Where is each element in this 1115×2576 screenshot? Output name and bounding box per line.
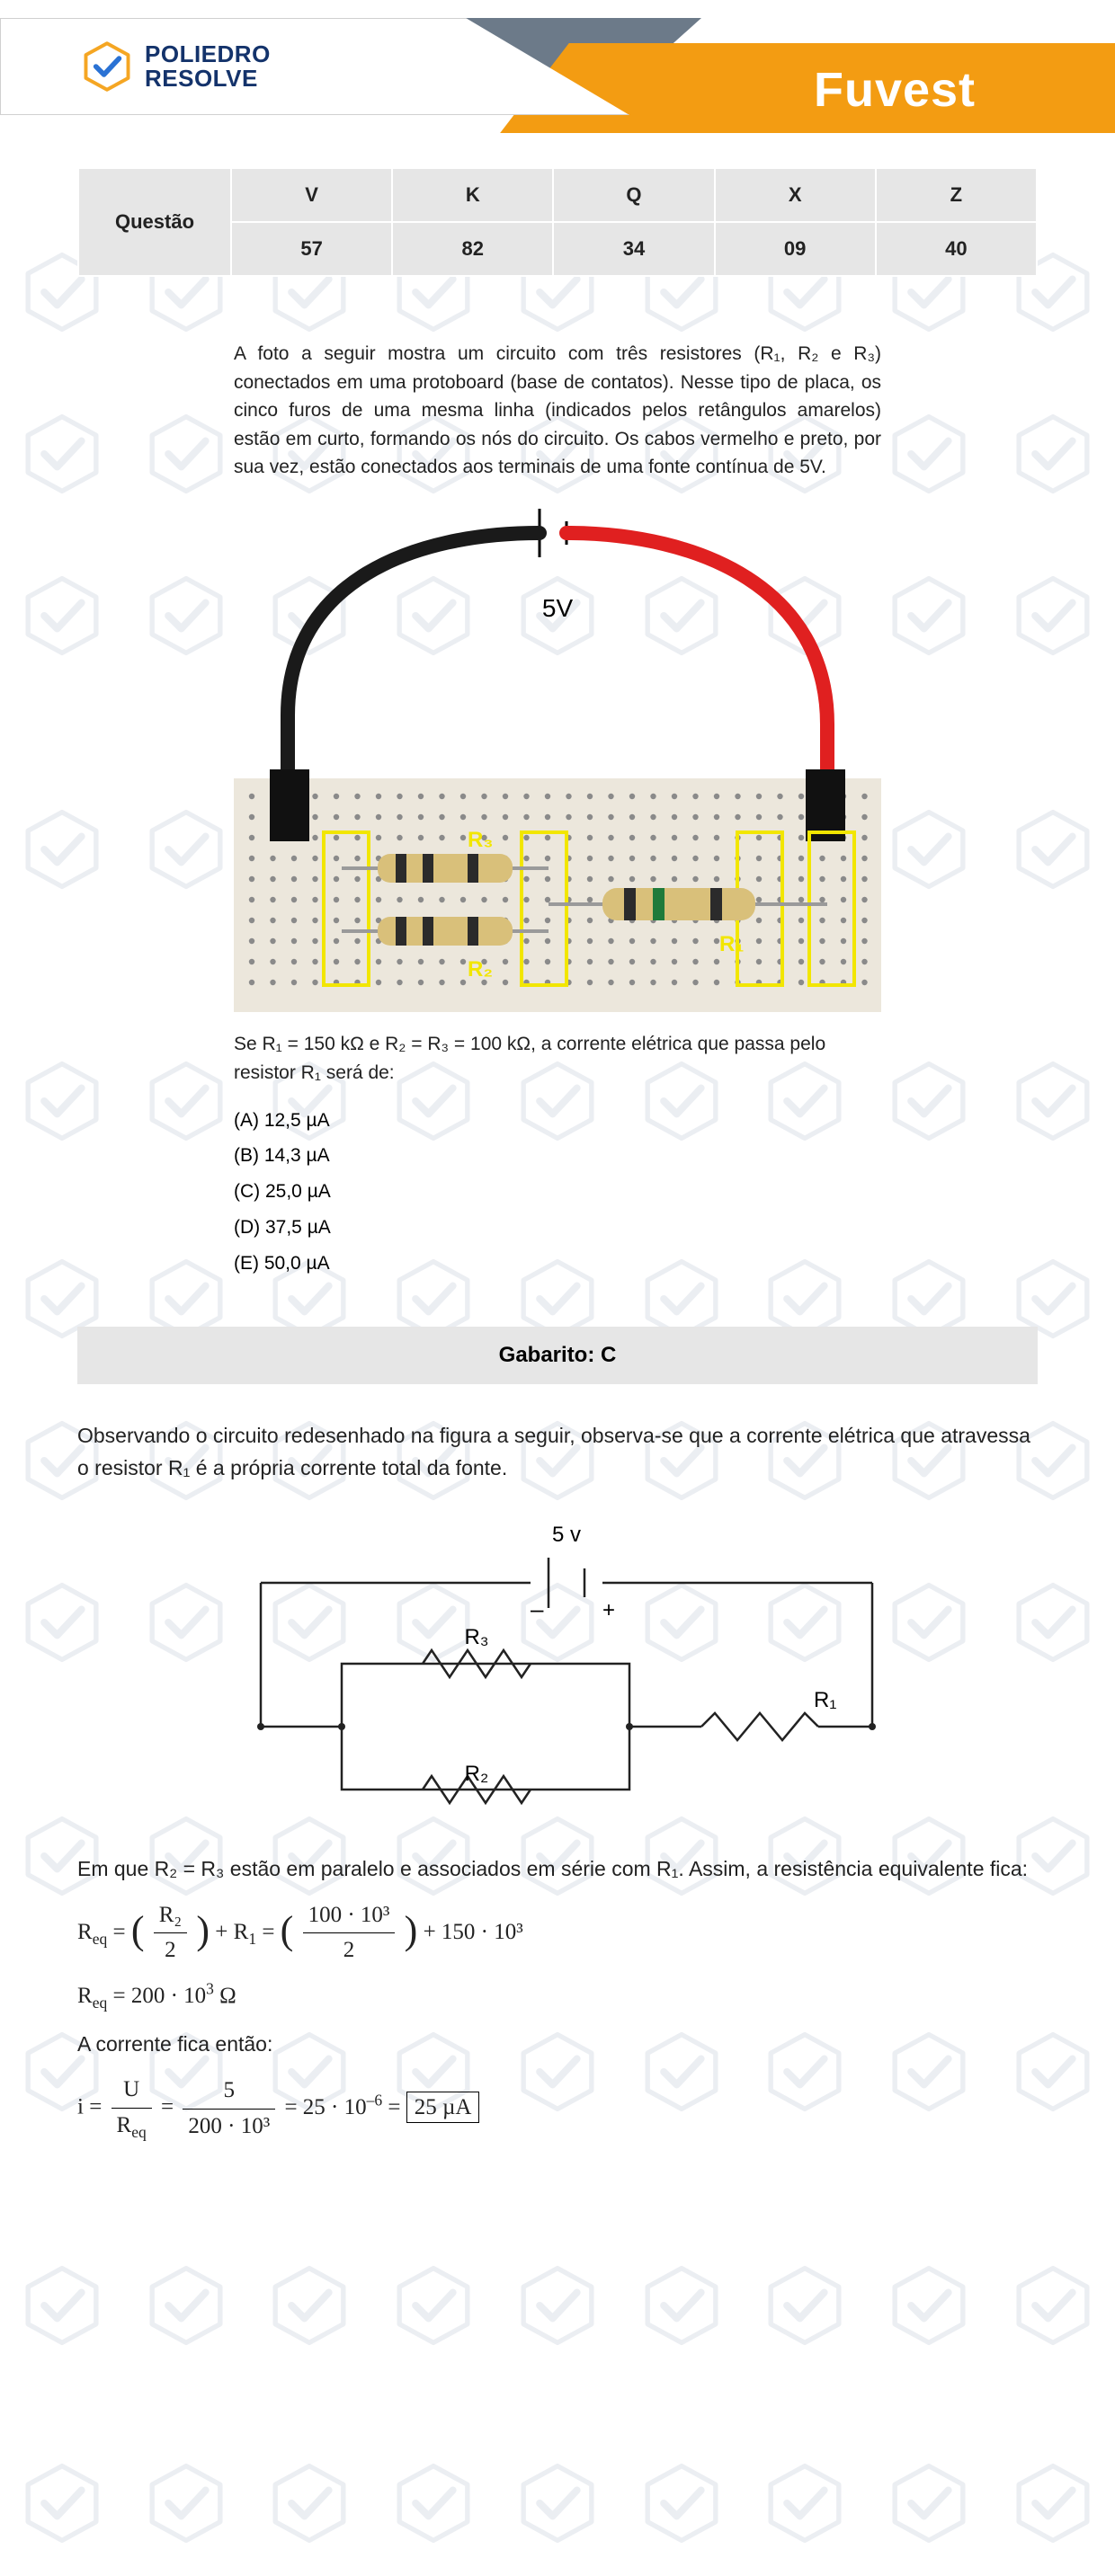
header-orange-banner: Fuvest	[495, 43, 1115, 133]
question-number-table: Questão V K Q X Z 57 82 34 09 40	[77, 167, 1038, 277]
equation-req1: Req = ( R₂2 ) + R1 = ( 100 · 10³2 ) + 15…	[77, 1898, 1038, 1969]
equation-current: i = UReq = 5200 · 10³ = 25 · 10–6 = 25 µ…	[77, 2073, 1038, 2145]
qtable-col-K: K	[392, 168, 553, 222]
equation-req2: Req = 200 · 103 Ω	[77, 1977, 1038, 2015]
voltage-label: 5V	[542, 594, 574, 622]
circuit-r3: R₃	[464, 1625, 488, 1649]
brand-line1: POLIEDRO	[145, 42, 271, 67]
alt-d: (D) 37,5 µA	[234, 1210, 881, 1246]
qtable-col-X: X	[715, 168, 876, 222]
alt-a: (A) 12,5 µA	[234, 1103, 881, 1139]
qtable-val-Z: 40	[876, 222, 1037, 276]
r1-label: R₁	[719, 932, 744, 956]
circuit-r1: R₁	[814, 1688, 836, 1712]
qtable-val-X: 09	[715, 222, 876, 276]
circuit-photo: 5V R₃	[234, 509, 881, 1012]
solution-block: Observando o circuito redesenhado na fig…	[77, 1420, 1038, 2145]
brand-logo: POLIEDRO RESOLVE	[82, 41, 271, 92]
solution-p2: Em que R₂ = R₃ estão em paralelo e assoc…	[77, 1853, 1038, 1886]
solution-p1: Observando o circuito redesenhado na fig…	[77, 1420, 1038, 1484]
qtable-val-V: 57	[231, 222, 392, 276]
black-wire	[288, 533, 540, 787]
minus-label: –	[531, 1595, 544, 1622]
final-answer-box: 25 µA	[406, 2092, 480, 2123]
plus-label: +	[602, 1598, 615, 1622]
alternatives-list: (A) 12,5 µA (B) 14,3 µA (C) 25,0 µA (D) …	[234, 1103, 881, 1282]
qtable-val-K: 82	[392, 222, 553, 276]
solution-p3: A corrente fica então:	[77, 2029, 1038, 2061]
question-followup: Se R₁ = 150 kΩ e R₂ = R₃ = 100 kΩ, a cor…	[234, 1030, 881, 1088]
qtable-col-Q: Q	[553, 168, 714, 222]
redrawn-circuit: 5 v – + R₃ R₂ R₁	[153, 1511, 962, 1826]
qtable-val-Q: 34	[553, 222, 714, 276]
exam-title: Fuvest	[814, 62, 976, 118]
alt-e: (E) 50,0 µA	[234, 1246, 881, 1282]
hexagon-check-icon	[82, 41, 132, 92]
qtable-col-Z: Z	[876, 168, 1037, 222]
alt-c: (C) 25,0 µA	[234, 1174, 881, 1210]
r3-label: R₃	[468, 828, 493, 852]
brand-line2: RESOLVE	[145, 67, 271, 91]
question-intro: A foto a seguir mostra um circuito com t…	[234, 340, 881, 482]
brand-text: POLIEDRO RESOLVE	[145, 42, 271, 92]
answer-key-banner: Gabarito: C	[77, 1327, 1038, 1384]
alt-b: (B) 14,3 µA	[234, 1138, 881, 1174]
red-wire	[566, 533, 827, 787]
page-header: Fuvest POLIEDRO RESOLVE	[0, 0, 1115, 133]
qtable-row-label: Questão	[78, 168, 231, 276]
circuit-r2: R₂	[465, 1762, 489, 1786]
circuit-v-label: 5 v	[552, 1523, 581, 1547]
qtable-col-V: V	[231, 168, 392, 222]
r2-label: R₂	[468, 957, 493, 982]
black-connector	[270, 769, 309, 841]
